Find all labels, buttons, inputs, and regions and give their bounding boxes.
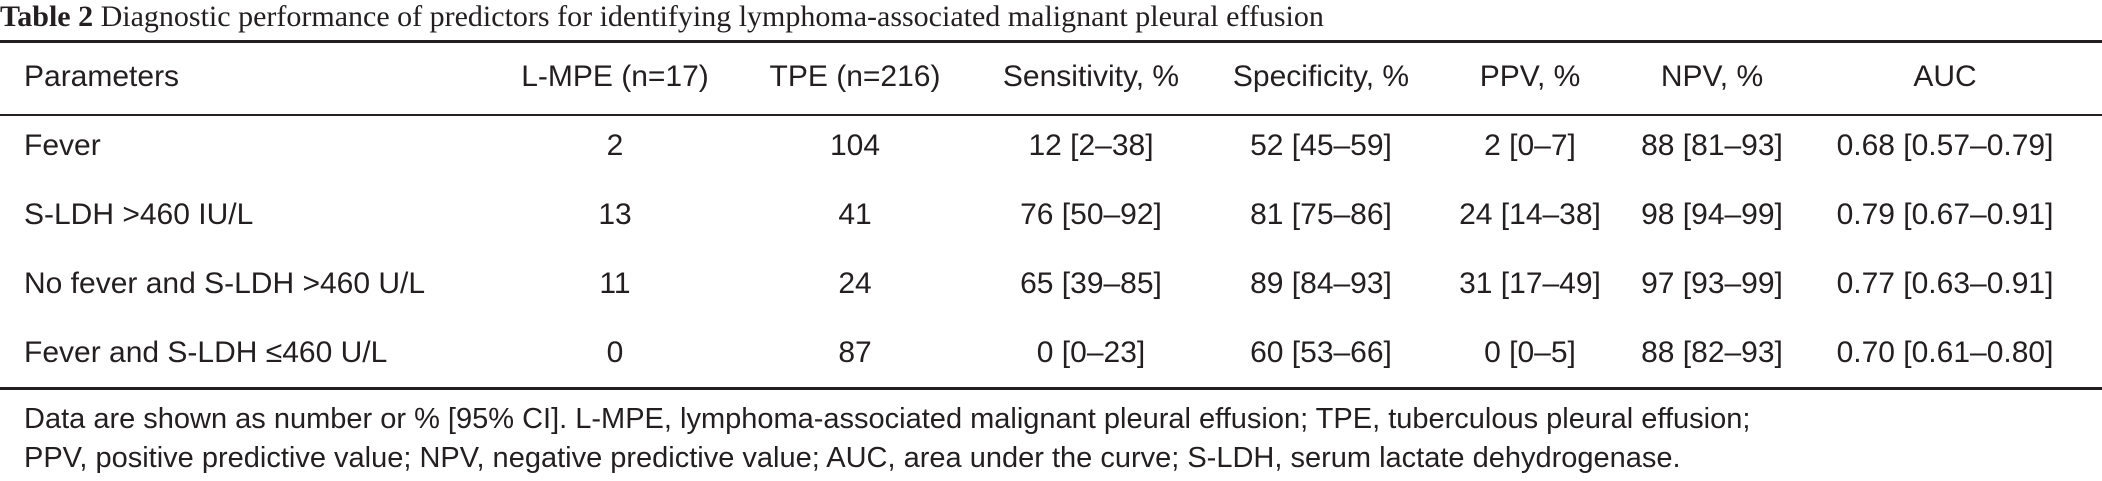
row-ppv: 31 [17–49] (1459, 267, 1601, 300)
row-l-mpe: 2 (606, 129, 624, 162)
row-ppv: 0 [0–5] (1484, 336, 1576, 369)
table-caption-text: Diagnostic performance of predictors for… (100, 0, 1324, 33)
row-sensitivity: 76 [50–92] (1020, 198, 1162, 231)
row-ppv: 2 [0–7] (1484, 129, 1576, 162)
row-tpe: 24 (838, 267, 872, 300)
row-auc: 0.79 [0.67–0.91] (1836, 198, 2054, 231)
row-auc: 0.77 [0.63–0.91] (1836, 267, 2054, 300)
row-auc: 0.68 [0.57–0.79] (1836, 129, 2054, 162)
header-tpe: TPE (n=216) (769, 60, 941, 93)
header-specificity: Specificity, % (1232, 60, 1410, 93)
row-sensitivity: 65 [39–85] (1020, 267, 1162, 300)
header-auc: AUC (1913, 60, 1977, 93)
row-sensitivity: 12 [2–38] (1028, 129, 1154, 162)
row-specificity: 81 [75–86] (1250, 198, 1392, 231)
row-tpe: 41 (838, 198, 872, 231)
header-l-mpe: L-MPE (n=17) (521, 60, 709, 93)
row-l-mpe: 0 (606, 336, 624, 369)
row-parameter: S-LDH >460 IU/L (24, 198, 254, 231)
row-tpe: 104 (829, 129, 881, 162)
row-auc: 0.70 [0.61–0.80] (1836, 336, 2054, 369)
row-sensitivity: 0 [0–23] (1036, 336, 1146, 369)
table-caption-label: Table 2 (0, 0, 94, 33)
header-ppv: PPV, % (1479, 60, 1581, 93)
row-npv: 97 [93–99] (1641, 267, 1783, 300)
row-npv: 98 [94–99] (1641, 198, 1783, 231)
row-l-mpe: 11 (599, 267, 631, 300)
row-l-mpe: 13 (598, 198, 632, 231)
table-footnote: Data are shown as number or % [95% CI]. … (24, 400, 2094, 478)
row-npv: 88 [82–93] (1641, 336, 1783, 369)
row-parameter: Fever (24, 129, 101, 162)
header-npv: NPV, % (1660, 60, 1764, 93)
table-header-rule (0, 114, 2102, 116)
row-specificity: 89 [84–93] (1250, 267, 1392, 300)
row-ppv: 24 [14–38] (1459, 198, 1601, 231)
row-tpe: 87 (838, 336, 872, 369)
row-parameter: Fever and S-LDH ≤460 U/L (24, 336, 388, 369)
table-top-rule (0, 40, 2102, 43)
table-caption: Table 2 Diagnostic performance of predic… (0, 0, 1324, 36)
footnote-line: PPV, positive predictive value; NPV, neg… (24, 442, 1681, 474)
row-parameter: No fever and S-LDH >460 U/L (24, 267, 426, 300)
row-specificity: 60 [53–66] (1250, 336, 1392, 369)
header-sensitivity: Sensitivity, % (1002, 60, 1180, 93)
footnote-line: Data are shown as number or % [95% CI]. … (24, 403, 1751, 435)
row-specificity: 52 [45–59] (1250, 129, 1392, 162)
header-parameters: Parameters (24, 60, 180, 93)
table-bottom-rule (0, 387, 2102, 390)
row-npv: 88 [81–93] (1641, 129, 1783, 162)
